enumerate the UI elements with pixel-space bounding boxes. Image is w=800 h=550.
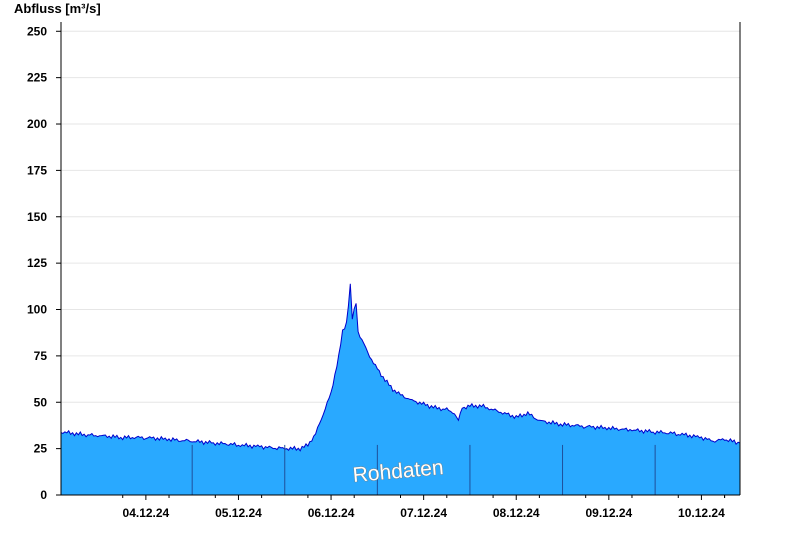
x-tick-label: 06.12.24 <box>308 506 355 520</box>
x-tick-label: 09.12.24 <box>585 506 632 520</box>
x-tick-label: 04.12.24 <box>123 506 170 520</box>
y-tick-label: 225 <box>27 71 47 85</box>
x-axis-ticks: 04.12.24 05.12.24 06.12.24 07.12.24 08.12.24… <box>122 495 725 520</box>
x-tick-label: 05.12.24 <box>215 506 262 520</box>
y-tick-label: 250 <box>27 24 47 38</box>
grid-lines <box>61 30 740 450</box>
y-axis-ticks: 0 25 50 75 100 125 150 175 200 225 250 <box>27 24 61 502</box>
y-axis-label: Abfluss [m³/s] <box>14 1 101 16</box>
discharge-area <box>61 283 740 495</box>
y-tick-label: 75 <box>34 349 48 363</box>
x-tick-label: 07.12.24 <box>400 506 447 520</box>
y-tick-label: 125 <box>27 256 47 270</box>
y-tick-label: 0 <box>40 488 47 502</box>
y-tick-label: 100 <box>27 303 47 317</box>
y-tick-label: 200 <box>27 117 47 131</box>
y-tick-label: 50 <box>34 395 48 409</box>
y-tick-label: 175 <box>27 163 47 177</box>
day-separators <box>191 444 656 495</box>
x-tick-label: 10.12.24 <box>678 506 725 520</box>
y-tick-label: 25 <box>34 442 48 456</box>
discharge-line <box>60 283 741 452</box>
x-tick-label: 08.12.24 <box>493 506 540 520</box>
y-tick-label: 150 <box>27 210 47 224</box>
plot-area <box>60 283 741 495</box>
